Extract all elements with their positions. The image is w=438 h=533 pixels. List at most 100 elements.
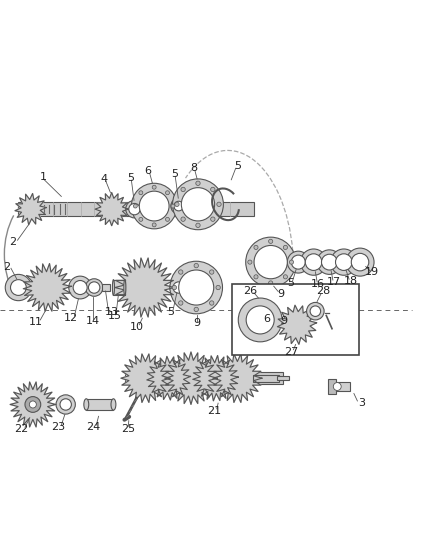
Circle shape — [129, 204, 140, 215]
Ellipse shape — [113, 280, 114, 295]
Circle shape — [179, 301, 183, 305]
Text: 8: 8 — [190, 163, 197, 173]
Circle shape — [126, 200, 143, 218]
Circle shape — [211, 187, 215, 192]
Circle shape — [170, 279, 187, 296]
Circle shape — [209, 270, 214, 274]
Circle shape — [290, 260, 293, 264]
Circle shape — [254, 246, 287, 279]
Circle shape — [305, 254, 322, 270]
Circle shape — [175, 202, 179, 206]
Circle shape — [333, 383, 341, 391]
Text: 5: 5 — [167, 308, 174, 318]
Ellipse shape — [111, 399, 116, 410]
Text: 2: 2 — [3, 262, 10, 271]
Circle shape — [69, 276, 92, 299]
Text: 14: 14 — [86, 316, 100, 326]
Text: 16: 16 — [311, 279, 325, 289]
Circle shape — [139, 191, 169, 221]
Text: 4: 4 — [101, 174, 108, 184]
Circle shape — [173, 179, 223, 230]
Circle shape — [246, 237, 296, 287]
Circle shape — [179, 270, 214, 305]
Text: 21: 21 — [208, 406, 222, 416]
Text: 5: 5 — [171, 168, 178, 179]
Circle shape — [88, 282, 100, 293]
Bar — [277, 376, 289, 381]
Text: 11: 11 — [29, 317, 43, 327]
Circle shape — [209, 301, 214, 305]
Circle shape — [300, 249, 327, 275]
Polygon shape — [277, 305, 317, 344]
Text: 6: 6 — [145, 166, 152, 176]
Polygon shape — [10, 382, 56, 427]
Circle shape — [287, 251, 309, 273]
Circle shape — [60, 399, 71, 410]
Text: 6: 6 — [263, 314, 270, 324]
Circle shape — [336, 254, 352, 270]
Bar — [232, 284, 359, 355]
Circle shape — [29, 401, 36, 408]
Circle shape — [238, 298, 282, 342]
Polygon shape — [193, 356, 238, 401]
Bar — [253, 375, 279, 382]
Circle shape — [194, 263, 198, 268]
Text: 19: 19 — [365, 266, 379, 277]
Ellipse shape — [124, 280, 126, 295]
Circle shape — [216, 285, 220, 290]
Text: 13: 13 — [105, 306, 119, 317]
Text: 9: 9 — [280, 316, 287, 326]
Bar — [332, 382, 350, 391]
Circle shape — [181, 187, 185, 192]
Circle shape — [254, 245, 258, 249]
Circle shape — [133, 204, 137, 208]
Text: 25: 25 — [121, 424, 135, 433]
Circle shape — [11, 280, 26, 295]
Circle shape — [181, 188, 215, 221]
Circle shape — [268, 239, 273, 244]
Polygon shape — [23, 263, 71, 311]
Text: 15: 15 — [108, 311, 122, 321]
Text: 27: 27 — [284, 347, 298, 357]
Polygon shape — [165, 352, 217, 405]
Circle shape — [171, 204, 175, 208]
Circle shape — [172, 285, 177, 290]
Circle shape — [173, 282, 184, 293]
Circle shape — [254, 274, 258, 279]
Polygon shape — [213, 354, 262, 402]
Circle shape — [181, 217, 185, 221]
Circle shape — [166, 217, 170, 221]
Circle shape — [291, 255, 305, 269]
Circle shape — [211, 217, 215, 221]
Text: 10: 10 — [130, 322, 144, 332]
Text: 3: 3 — [358, 398, 365, 408]
Circle shape — [196, 181, 200, 185]
Text: 5: 5 — [127, 173, 134, 183]
Text: 28: 28 — [316, 286, 330, 296]
Circle shape — [196, 223, 200, 228]
Circle shape — [179, 270, 183, 274]
Circle shape — [171, 198, 187, 214]
Circle shape — [310, 306, 321, 317]
Circle shape — [217, 202, 221, 206]
Bar — [113, 280, 125, 295]
Circle shape — [317, 250, 342, 274]
Circle shape — [283, 274, 287, 279]
Text: 5: 5 — [287, 278, 294, 288]
Bar — [86, 399, 113, 410]
Text: 17: 17 — [327, 277, 341, 287]
Bar — [125, 373, 283, 384]
Circle shape — [194, 307, 198, 312]
Circle shape — [85, 279, 103, 296]
Polygon shape — [95, 192, 128, 226]
Circle shape — [139, 191, 143, 195]
Circle shape — [174, 201, 184, 211]
Circle shape — [351, 253, 369, 271]
Text: 22: 22 — [14, 424, 28, 434]
Text: 9: 9 — [277, 289, 284, 298]
Polygon shape — [147, 357, 191, 400]
Text: 12: 12 — [64, 313, 78, 323]
Text: 9: 9 — [194, 318, 201, 328]
Circle shape — [268, 281, 273, 285]
Circle shape — [25, 397, 41, 413]
